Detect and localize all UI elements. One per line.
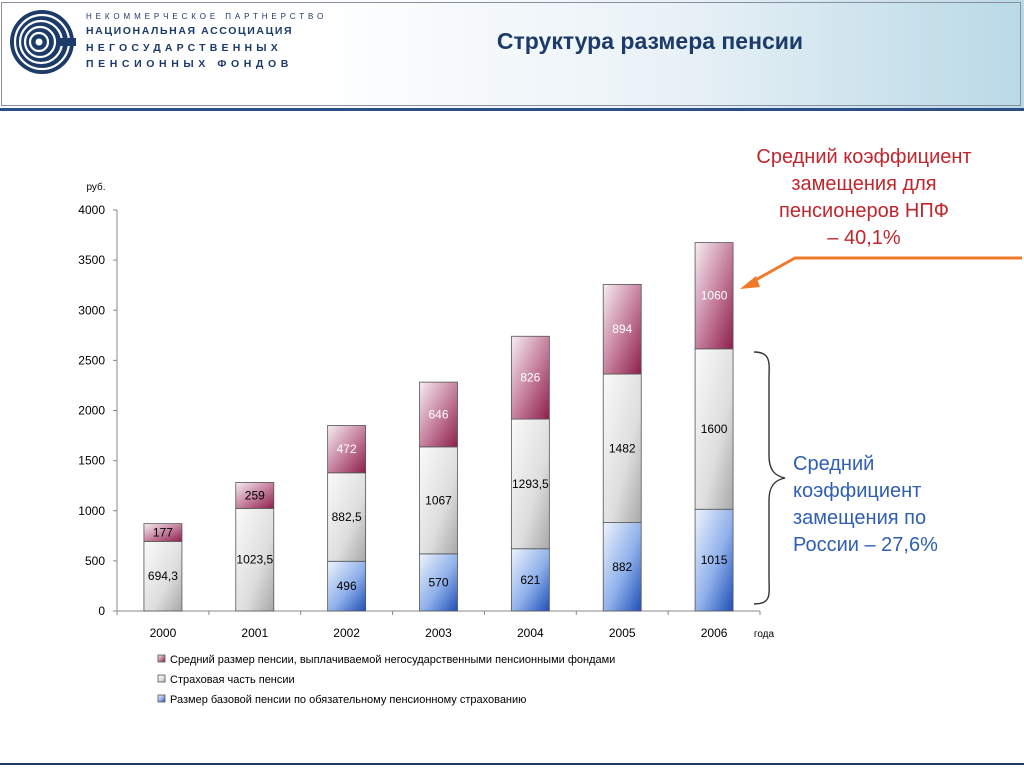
data-label-npf: 894 (612, 322, 632, 336)
curly-brace (753, 351, 786, 605)
data-label-insurance: 1293,5 (512, 477, 549, 491)
data-label-insurance: 882,5 (332, 510, 362, 524)
x-axis-label: года (754, 629, 775, 640)
y-axis-label: руб. (86, 181, 105, 193)
y-tick-label: 2500 (78, 353, 105, 367)
data-label-insurance: 1482 (609, 441, 636, 455)
x-tick-label: 2004 (517, 626, 544, 640)
data-label-npf: 177 (153, 526, 173, 540)
data-label-insurance: 1600 (701, 422, 728, 436)
bar-segment-insurance-2002 (327, 472, 367, 562)
bar-segment-base-2003 (419, 553, 458, 612)
data-label-npf: 646 (428, 408, 448, 422)
header-band (0, 0, 1024, 108)
callout-npf-line-2: замещения для (791, 173, 937, 195)
x-tick-label: 2006 (701, 626, 728, 640)
callout-npf-coefficient: Средний коэффициент замещения для пенсио… (728, 144, 1000, 252)
org-line-1: НЕКОММЕРЧЕСКОЕ ПАРТНЕРСТВО (86, 12, 328, 21)
callout-ru-line-1: Средний (793, 453, 875, 475)
y-tick-label: 4000 (78, 203, 105, 217)
bar-segment-insurance-2003 (419, 446, 458, 555)
y-tick-label: 3000 (78, 303, 105, 317)
bar-segment-base-2005 (602, 522, 642, 612)
y-tick-label: 1000 (78, 504, 105, 518)
callout-russia-coefficient: Средний коэффициент замещения по России … (793, 451, 1003, 559)
data-label-base: 621 (520, 573, 540, 587)
data-label-base: 570 (428, 575, 448, 589)
data-label-base: 496 (337, 579, 357, 593)
bar-segment-npf-2003 (419, 381, 458, 448)
org-line-4: ПЕНСИОННЫХ ФОНДОВ (86, 58, 293, 70)
bar-segment-npf-2005 (602, 283, 642, 375)
callout-npf-line-4: – 40,1% (827, 227, 901, 249)
x-tick-label: 2001 (241, 626, 268, 640)
slide-title: Структура размера пенсии (496, 28, 804, 54)
bar-segment-base-2002 (327, 560, 367, 612)
data-label-insurance: 694,3 (148, 569, 178, 583)
legend-label-insurance: Страховая часть пенсии (170, 674, 295, 686)
legend-swatch-base (157, 694, 166, 703)
legend-label-npf: Средний размер пенсии, выплачиваемой нег… (170, 654, 615, 666)
data-label-npf: 472 (337, 442, 357, 456)
callout-ru-line-3: замещения по (793, 507, 927, 529)
data-label-insurance: 1023,5 (236, 553, 273, 567)
footer-divider (0, 763, 1024, 765)
header-frame (1, 2, 1021, 106)
bar-segment-base-2006 (694, 508, 734, 612)
data-label-base: 882 (612, 560, 632, 574)
arrow-head (740, 276, 760, 289)
bar-segment-insurance-2006 (694, 348, 734, 510)
bar-segment-npf-2004 (510, 335, 550, 420)
bar-segment-base-2004 (510, 548, 550, 612)
data-label-insurance: 1067 (425, 493, 452, 507)
legend-swatch-npf (157, 654, 166, 663)
x-tick-label: 2000 (150, 626, 177, 640)
callout-npf-line-1: Средний коэффициент (756, 146, 972, 168)
bar-segment-npf-2006 (694, 242, 734, 350)
bar-segment-npf-2000 (143, 523, 183, 542)
data-label-npf: 1060 (701, 289, 728, 303)
arrow-line (751, 256, 1022, 284)
bar-segment-insurance-2001 (235, 507, 275, 612)
org-line-2: НАЦИОНАЛЬНАЯ АССОЦИАЦИЯ (86, 25, 294, 37)
x-tick-label: 2002 (333, 626, 360, 640)
bar-segment-insurance-2005 (602, 373, 642, 523)
x-tick-label: 2005 (609, 626, 636, 640)
y-tick-label: 0 (98, 604, 105, 618)
x-tick-label: 2003 (425, 626, 452, 640)
legend-swatch-insurance (157, 674, 166, 683)
y-tick-label: 2000 (78, 404, 105, 418)
bar-segment-insurance-2000 (143, 540, 183, 612)
data-label-base: 1015 (701, 553, 728, 567)
callout-npf-line-3: пенсионеров НПФ (779, 200, 949, 222)
naf-logo (10, 10, 76, 74)
y-tick-label: 500 (85, 554, 105, 568)
bar-segment-npf-2001 (235, 482, 275, 509)
callout-ru-line-4: России – 27,6% (793, 534, 938, 556)
y-tick-label: 3500 (78, 253, 105, 267)
callout-ru-line-2: коэффициент (793, 480, 922, 502)
org-line-3: НЕГОСУДАРСТВЕННЫХ (86, 42, 282, 54)
header-divider (0, 108, 1024, 111)
y-tick-label: 1500 (78, 454, 105, 468)
data-label-npf: 259 (245, 488, 265, 502)
bar-segment-npf-2002 (327, 425, 367, 474)
data-label-npf: 826 (520, 371, 540, 385)
legend-label-base: Размер базовой пенсии по обязательному п… (170, 694, 526, 706)
